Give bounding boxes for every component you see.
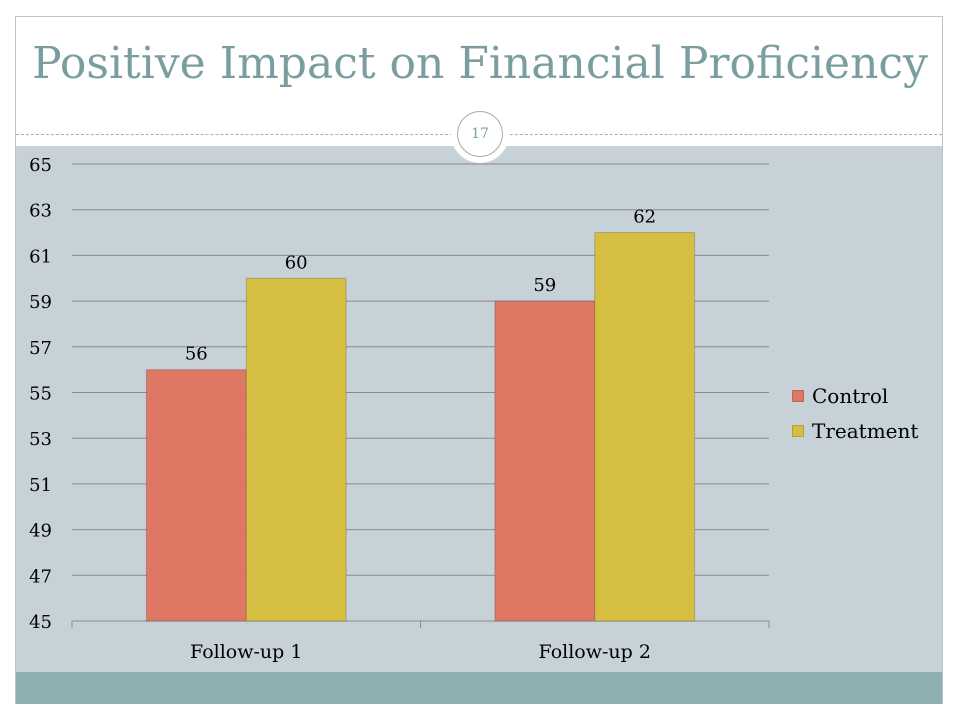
page-number: 17 [457,111,503,157]
data-label: 59 [533,275,556,296]
y-tick-label: 65 [29,155,52,176]
bar-treatment-1 [245,277,347,622]
legend-label-treatment: Treatment [812,418,919,443]
y-tick-label: 51 [29,475,52,496]
y-tick-label: 57 [29,338,52,359]
y-tick-label: 47 [29,566,52,587]
bar-control-1 [145,369,247,622]
data-label: 62 [633,207,656,228]
legend-item-control: Control [792,378,918,413]
footer-bar [16,672,942,704]
data-label: 56 [185,344,208,365]
legend-label-control: Control [812,383,889,408]
bar-treatment-2 [594,232,696,622]
y-tick-label: 49 [29,521,52,542]
x-category-label: Follow-up 1 [190,641,302,663]
bar-control-2 [494,300,596,622]
chart-legend: Control Treatment [792,378,918,448]
y-tick-label: 53 [29,429,52,450]
y-tick-label: 55 [29,384,52,405]
y-tick-label: 61 [29,246,52,267]
data-label: 60 [285,252,308,273]
y-tick-label: 63 [29,201,52,222]
y-tick-label: 45 [29,612,52,633]
legend-swatch-treatment [792,424,804,437]
x-category-label: Follow-up 2 [539,641,651,663]
y-tick-label: 59 [29,292,52,313]
legend-item-treatment: Treatment [792,413,918,448]
slide-title: Positive Impact on Financial Proficiency [32,38,928,89]
legend-swatch-control [792,389,804,402]
